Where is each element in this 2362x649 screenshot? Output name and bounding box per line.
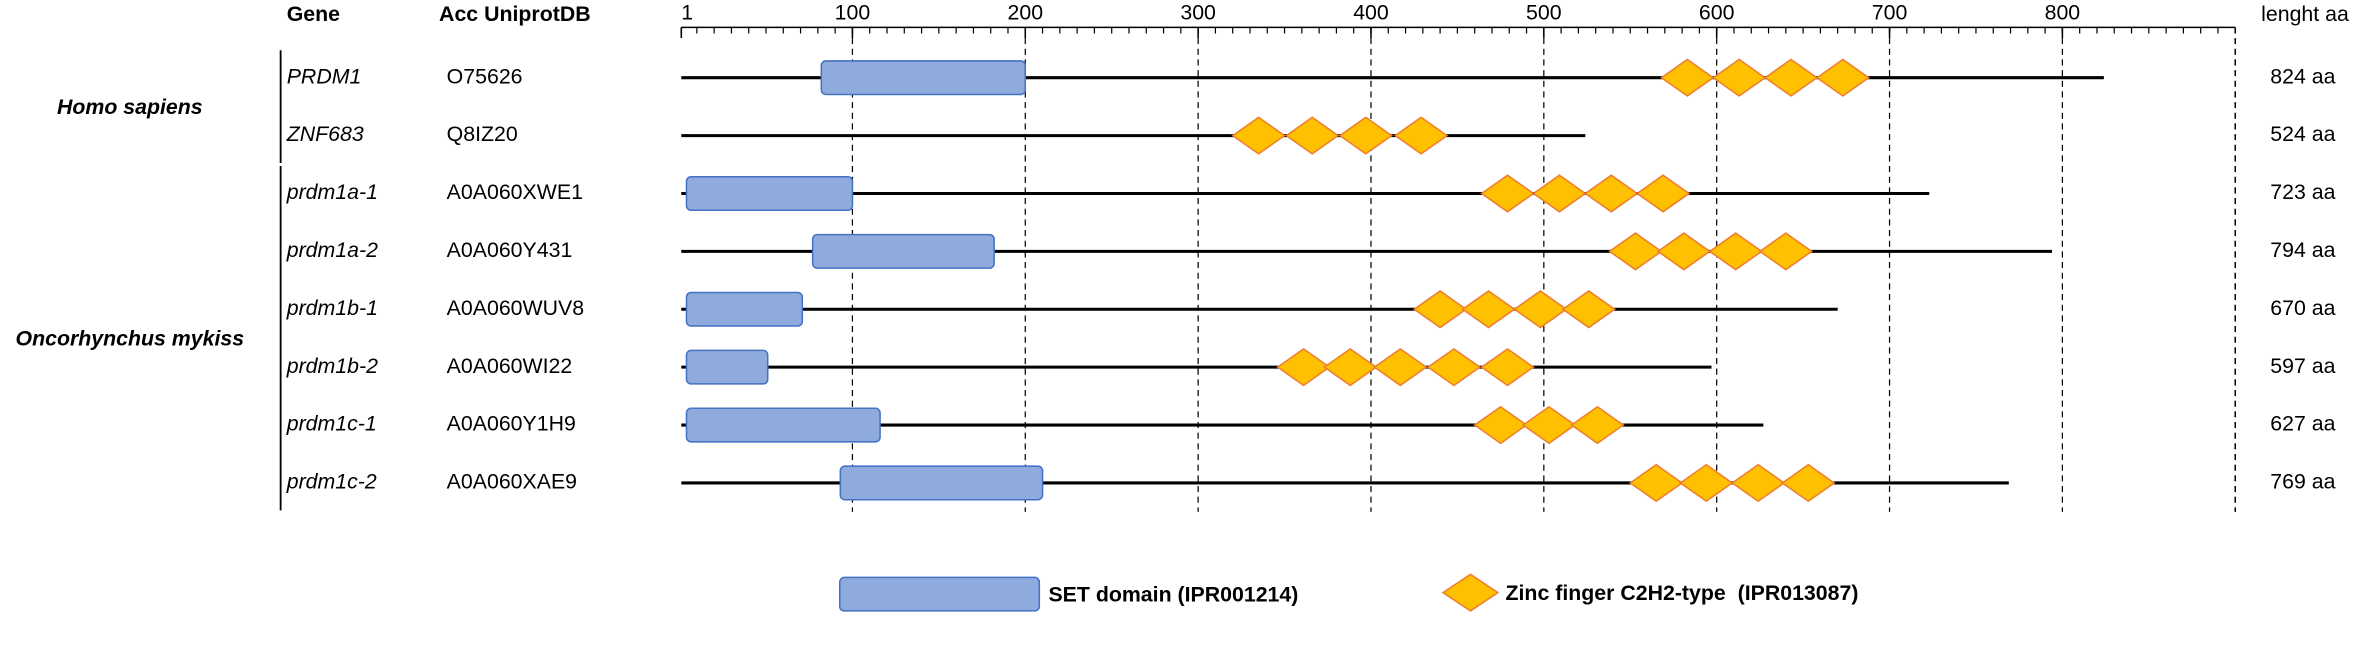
zinc-finger [1412, 290, 1468, 329]
set-domain [839, 465, 1044, 501]
legend-zf-swatch [1441, 573, 1500, 612]
zinc-finger [1480, 347, 1535, 387]
species-name: Oncorhynchus mykiss [15, 326, 244, 350]
zinc-finger [1393, 116, 1449, 155]
tick-label: 800 [2045, 0, 2081, 24]
zinc-finger [1513, 290, 1568, 329]
zinc-finger [1473, 405, 1528, 445]
tick-label: 200 [1007, 0, 1043, 24]
zinc-finger [1708, 232, 1763, 271]
accession: O75626 [447, 64, 523, 88]
legend-set-swatch [838, 576, 1041, 612]
zinc-finger [1521, 405, 1577, 445]
tick-label: 1 [681, 0, 693, 24]
zinc-finger [1561, 290, 1616, 329]
zinc-finger [1480, 174, 1535, 213]
zinc-finger [1758, 232, 1814, 271]
header-accession: Acc UniprotDB [439, 2, 591, 26]
tick-label: 300 [1180, 0, 1216, 24]
accession: A0A060XAE9 [447, 470, 577, 494]
zinc-finger [1635, 174, 1691, 213]
length-label: 524 aa [2270, 122, 2335, 146]
set-domain [811, 233, 995, 269]
gene-name: ZNF683 [286, 122, 364, 146]
legend-set-label: SET domain (IPR001214) [1048, 582, 1298, 606]
zinc-finger [1426, 347, 1482, 387]
length-label: 769 aa [2270, 470, 2335, 494]
tick-label: 600 [1699, 0, 1735, 24]
tick-label: 500 [1526, 0, 1562, 24]
zinc-finger [1338, 116, 1394, 155]
zinc-finger [1660, 58, 1715, 97]
tick-label: 400 [1353, 0, 1389, 24]
zinc-finger [1532, 174, 1587, 213]
gene-name: prdm1b-2 [286, 354, 378, 378]
length-label: 723 aa [2270, 180, 2335, 204]
gene-name: prdm1b-1 [286, 296, 378, 320]
zinc-finger [1679, 463, 1734, 503]
gene-name: prdm1a-2 [286, 238, 378, 262]
length-label: 824 aa [2270, 64, 2335, 88]
length-label: 670 aa [2270, 296, 2335, 320]
zinc-finger [1323, 347, 1378, 387]
header-gene: Gene [287, 2, 340, 26]
zinc-finger [1730, 463, 1786, 503]
zinc-finger [1815, 58, 1871, 97]
zinc-finger [1781, 463, 1836, 503]
zinc-finger [1711, 58, 1767, 97]
accession: A0A060WI22 [447, 354, 573, 378]
gene-name: prdm1c-1 [286, 412, 377, 436]
zinc-finger [1373, 347, 1428, 387]
zinc-finger [1608, 232, 1663, 271]
set-domain [685, 407, 881, 443]
zinc-finger [1584, 174, 1639, 213]
accession: A0A060XWE1 [447, 180, 583, 204]
zinc-finger [1231, 116, 1286, 155]
set-domain [685, 291, 804, 327]
zinc-finger [1628, 463, 1684, 503]
gene-name: PRDM1 [287, 64, 362, 88]
accession: Q8IZ20 [447, 122, 518, 146]
header-length: lenght aa [2261, 2, 2349, 26]
tick-label: 700 [1872, 0, 1908, 24]
set-domain [685, 349, 769, 385]
zinc-finger [1763, 58, 1819, 97]
zinc-finger [1656, 232, 1712, 271]
species-name: Homo sapiens [57, 95, 203, 119]
zinc-finger [1570, 405, 1625, 445]
length-label: 627 aa [2270, 412, 2335, 436]
gene-name: prdm1c-2 [286, 470, 377, 494]
tick-label: 100 [835, 0, 871, 24]
gene-name: prdm1a-1 [286, 180, 378, 204]
set-domain [685, 175, 854, 212]
accession: A0A060Y431 [447, 238, 573, 262]
zinc-finger [1276, 347, 1331, 387]
legend-zf-label: Zinc finger C2H2-type (IPR013087) [1505, 581, 1858, 605]
length-label: 794 aa [2270, 238, 2335, 262]
accession: A0A060WUV8 [447, 296, 584, 320]
zinc-finger [1461, 290, 1516, 329]
length-label: 597 aa [2270, 354, 2335, 378]
accession: A0A060Y1H9 [447, 412, 576, 436]
zinc-finger [1284, 116, 1340, 155]
set-domain [820, 60, 1027, 96]
